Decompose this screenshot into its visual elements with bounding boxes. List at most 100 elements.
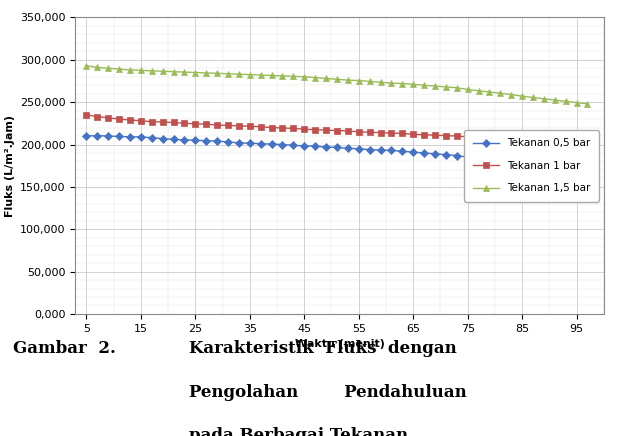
Tekanan 1,5 bar <box>475 88 482 93</box>
Tekanan 1,5 bar <box>115 67 123 72</box>
Tekanan 1 bar <box>486 136 493 141</box>
Tekanan 0,5 bar <box>148 135 155 140</box>
Tekanan 1 bar <box>203 122 210 127</box>
Tekanan 1,5 bar <box>126 67 134 72</box>
Tekanan 1 bar <box>464 134 472 140</box>
Tekanan 0,5 bar <box>387 148 395 153</box>
Tekanan 1,5 bar <box>399 81 406 86</box>
Tekanan 1,5 bar <box>387 81 395 86</box>
Tekanan 0,5 bar <box>442 152 450 157</box>
Tekanan 1 bar <box>192 121 199 126</box>
Tekanan 1,5 bar <box>573 100 581 105</box>
Tekanan 0,5 bar <box>409 150 417 155</box>
Tekanan 1 bar <box>181 121 188 126</box>
Tekanan 0,5 bar <box>279 142 286 147</box>
Tekanan 0,5 bar <box>496 159 504 164</box>
Tekanan 1 bar <box>213 123 221 128</box>
Tekanan 1 bar <box>268 125 276 130</box>
Text: Karakteristik  Fluks  dengan: Karakteristik Fluks dengan <box>189 340 457 357</box>
Tekanan 0,5 bar <box>104 133 112 139</box>
Tekanan 0,5 bar <box>377 147 384 153</box>
Tekanan 1 bar <box>257 124 264 129</box>
Tekanan 0,5 bar <box>192 138 199 143</box>
Tekanan 1,5 bar <box>246 72 253 77</box>
Tekanan 1,5 bar <box>333 77 341 82</box>
Tekanan 1,5 bar <box>529 95 537 100</box>
Tekanan 1 bar <box>126 117 134 123</box>
Tekanan 1,5 bar <box>518 94 526 99</box>
Tekanan 1 bar <box>148 119 155 124</box>
Tekanan 1 bar <box>551 141 559 146</box>
Tekanan 1 bar <box>573 142 581 147</box>
Line: Tekanan 0,5 bar: Tekanan 0,5 bar <box>84 133 590 175</box>
Tekanan 1,5 bar <box>409 82 417 87</box>
Tekanan 1,5 bar <box>235 72 243 77</box>
Tekanan 0,5 bar <box>355 146 362 151</box>
Tekanan 1,5 bar <box>257 72 264 78</box>
Tekanan 1 bar <box>508 138 515 143</box>
Tekanan 1,5 bar <box>584 101 591 106</box>
Tekanan 0,5 bar <box>573 169 581 174</box>
Tekanan 1 bar <box>322 127 330 133</box>
Tekanan 1 bar <box>475 135 482 140</box>
Tekanan 0,5 bar <box>518 163 526 168</box>
Tekanan 0,5 bar <box>235 140 243 146</box>
Tekanan 1,5 bar <box>170 69 177 74</box>
Tekanan 0,5 bar <box>551 167 559 173</box>
Tekanan 0,5 bar <box>562 168 569 174</box>
Tekanan 0,5 bar <box>115 134 123 139</box>
Tekanan 1 bar <box>431 133 439 138</box>
Tekanan 1,5 bar <box>464 87 472 92</box>
Tekanan 1 bar <box>355 129 362 134</box>
Tekanan 0,5 bar <box>159 136 167 141</box>
Tekanan 1 bar <box>94 114 101 119</box>
Tekanan 0,5 bar <box>82 133 90 139</box>
Tekanan 1 bar <box>387 130 395 136</box>
Tekanan 1 bar <box>311 127 319 132</box>
Tekanan 1,5 bar <box>431 83 439 89</box>
Tekanan 0,5 bar <box>508 161 515 166</box>
Tekanan 1,5 bar <box>311 75 319 80</box>
Tekanan 0,5 bar <box>257 141 264 146</box>
Tekanan 1,5 bar <box>203 70 210 75</box>
Tekanan 1 bar <box>562 141 569 146</box>
Tekanan 1,5 bar <box>192 70 199 75</box>
Tekanan 0,5 bar <box>322 144 330 150</box>
Tekanan 1 bar <box>420 132 428 137</box>
Tekanan 0,5 bar <box>431 151 439 157</box>
Tekanan 0,5 bar <box>289 143 297 148</box>
Tekanan 1 bar <box>82 112 90 117</box>
Tekanan 1 bar <box>409 132 417 137</box>
Tekanan 1,5 bar <box>159 68 167 74</box>
Tekanan 1,5 bar <box>540 96 548 102</box>
Tekanan 1 bar <box>170 120 177 125</box>
Tekanan 1,5 bar <box>104 66 112 71</box>
X-axis label: Waktu (menit): Waktu (menit) <box>295 339 384 349</box>
Tekanan 1,5 bar <box>137 68 145 73</box>
Tekanan 1 bar <box>529 140 537 145</box>
Tekanan 0,5 bar <box>529 165 537 170</box>
Tekanan 1,5 bar <box>213 71 221 76</box>
Tekanan 0,5 bar <box>399 149 406 154</box>
Tekanan 0,5 bar <box>301 143 308 148</box>
Tekanan 1,5 bar <box>301 74 308 79</box>
Tekanan 0,5 bar <box>584 170 591 175</box>
Tekanan 1 bar <box>279 126 286 131</box>
Tekanan 1,5 bar <box>496 91 504 96</box>
Tekanan 1 bar <box>496 137 504 142</box>
Tekanan 1,5 bar <box>344 78 352 83</box>
Tekanan 0,5 bar <box>170 137 177 142</box>
Line: Tekanan 1 bar: Tekanan 1 bar <box>84 112 590 148</box>
Tekanan 0,5 bar <box>333 145 341 150</box>
Tekanan 0,5 bar <box>475 156 482 161</box>
Tekanan 0,5 bar <box>486 158 493 163</box>
Tekanan 1,5 bar <box>508 92 515 97</box>
Tekanan 1 bar <box>366 129 374 135</box>
Tekanan 0,5 bar <box>366 147 374 152</box>
Tekanan 0,5 bar <box>246 141 253 146</box>
Tekanan 0,5 bar <box>181 137 188 143</box>
Tekanan 0,5 bar <box>137 134 145 140</box>
Line: Tekanan 1,5 bar: Tekanan 1,5 bar <box>83 62 591 107</box>
Tekanan 1,5 bar <box>486 89 493 95</box>
Tekanan 1 bar <box>104 115 112 120</box>
